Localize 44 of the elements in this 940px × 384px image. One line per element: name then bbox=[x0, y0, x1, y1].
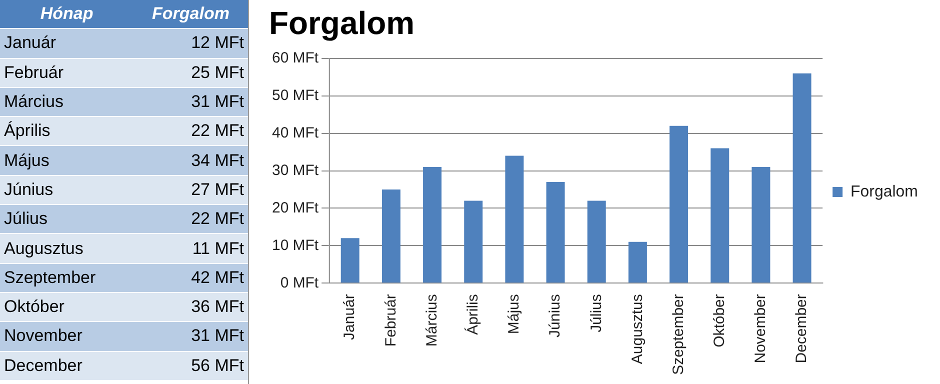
y-tick-label: 30 MFt bbox=[272, 162, 320, 179]
y-tick-label: 10 MFt bbox=[272, 236, 320, 254]
category-label: Május bbox=[4, 150, 50, 170]
x-tick-label: Március bbox=[423, 294, 440, 347]
category-label: Július bbox=[4, 209, 48, 228]
y-tick-label: 40 MFt bbox=[272, 124, 320, 142]
y-tick-label: 20 MFt bbox=[272, 199, 320, 216]
x-tick-label: Május bbox=[506, 294, 523, 334]
x-tick-label: Július bbox=[588, 294, 605, 332]
text: 12 MFt bbox=[134, 28, 248, 58]
category-label: Január bbox=[4, 33, 56, 52]
category-label: Március bbox=[4, 92, 64, 112]
x-tick-label: Augusztus bbox=[628, 294, 646, 364]
text: 22 MFt bbox=[134, 116, 248, 146]
text: 31 MFt bbox=[134, 87, 248, 117]
x-tick-label: Október bbox=[711, 294, 728, 348]
category-label: Június bbox=[4, 180, 54, 199]
category-label: Augusztus bbox=[4, 238, 84, 258]
text: Forgalom bbox=[152, 4, 230, 24]
legend-label: Forgalom bbox=[850, 183, 918, 200]
x-tick-label: December bbox=[793, 294, 810, 364]
category-label: Február bbox=[4, 62, 64, 82]
text: 36 MFt bbox=[134, 292, 248, 322]
x-tick-label: November bbox=[752, 294, 770, 364]
text: 11 MFt bbox=[134, 234, 248, 264]
y-tick-label: 0 MFt bbox=[280, 274, 320, 292]
text: 42 MFt bbox=[134, 263, 248, 292]
text: 56 MFt bbox=[134, 351, 248, 380]
x-tick-label: Április bbox=[464, 294, 482, 335]
y-tick-label: 60 MFt bbox=[272, 50, 320, 67]
text: 27 MFt bbox=[134, 175, 248, 205]
x-tick-label: Január bbox=[341, 294, 358, 340]
text: 25 MFt bbox=[134, 58, 248, 88]
x-tick-label: Szeptember bbox=[670, 294, 687, 375]
text: 22 MFt bbox=[134, 204, 248, 234]
x-tick-label: Február bbox=[382, 294, 400, 347]
chart-title: Forgalom bbox=[268, 5, 415, 42]
text: Hónap bbox=[0, 0, 134, 29]
text: 34 MFt bbox=[134, 146, 248, 176]
text: 31 MFt bbox=[134, 322, 248, 352]
y-tick-label: 50 MFt bbox=[272, 86, 320, 104]
category-label: Április bbox=[4, 121, 50, 140]
category-label: Szeptember bbox=[4, 268, 96, 287]
x-tick-label: Június bbox=[546, 294, 564, 338]
